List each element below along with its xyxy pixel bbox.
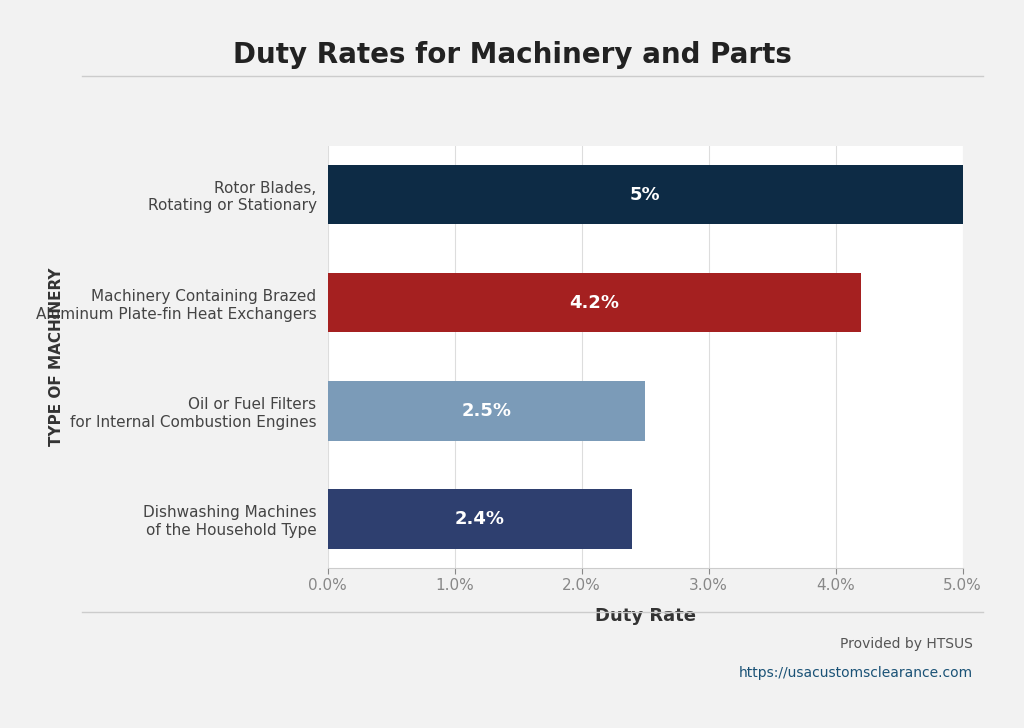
Text: Provided by HTSUS: Provided by HTSUS (840, 637, 973, 652)
Text: TYPE OF MACHINERY: TYPE OF MACHINERY (49, 267, 63, 446)
Bar (328, 489, 633, 549)
Text: 2.4%: 2.4% (455, 510, 505, 528)
Bar (328, 273, 861, 333)
Text: 5%: 5% (630, 186, 660, 204)
Text: Duty Rates for Machinery and Parts: Duty Rates for Machinery and Parts (232, 41, 792, 68)
Text: https://usacustomsclearance.com: https://usacustomsclearance.com (738, 666, 973, 681)
Bar (328, 381, 645, 440)
X-axis label: Duty Rate: Duty Rate (595, 607, 695, 625)
Bar (328, 165, 963, 224)
Text: 2.5%: 2.5% (462, 402, 511, 420)
Text: 4.2%: 4.2% (569, 293, 620, 312)
